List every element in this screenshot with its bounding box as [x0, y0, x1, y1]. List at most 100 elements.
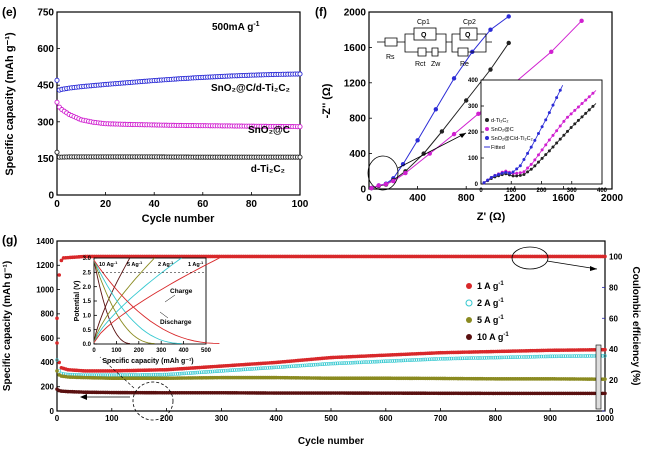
- zoom-ellipse: [367, 155, 399, 191]
- panel-g-series-2-point: [250, 367, 254, 371]
- panel-g-series-2-point: [519, 355, 524, 359]
- panel-g-series-2-point: [366, 360, 371, 364]
- panel-g-series-2-point: [169, 372, 173, 377]
- panel-g-series-2-point: [440, 356, 445, 361]
- panel-g-series-2-point: [232, 368, 237, 372]
- legend-marker-2A: [465, 299, 473, 307]
- panel-f-xtick-label-2: 800: [458, 193, 475, 204]
- panel-f-series-1-point: [488, 67, 493, 72]
- panel-g-series-2-point: [392, 359, 397, 363]
- panel-g-series-2-point: [537, 354, 542, 359]
- panel-g-series-2-point: [274, 365, 279, 370]
- panel-g-xtick-label-10: 1000: [596, 414, 614, 423]
- panel-g-series-2-point: [193, 370, 197, 375]
- panel-g-series-2-point: [270, 365, 274, 370]
- panel-g-series-2-point: [552, 354, 557, 359]
- panel-g-series-2-point: [202, 370, 206, 374]
- panel-g-series-2-point: [544, 354, 548, 359]
- panel-g-series-2-point: [213, 369, 217, 374]
- panel-f-inset-point-0: [587, 108, 591, 112]
- panel-g-series-2-point: [471, 356, 476, 360]
- panel-f-series-2-point: [403, 170, 408, 176]
- panel-g-xtick-label-3: 300: [215, 414, 229, 423]
- panel-f-inset-point-0: [566, 129, 570, 133]
- panel-f-inset-point-2: [533, 138, 537, 142]
- panel-g-series-2-point: [239, 367, 243, 372]
- panel-f-inset-point-1: [544, 143, 548, 147]
- panel-g-series-2-point: [217, 369, 222, 373]
- panel-f-series-2-point: [579, 18, 584, 24]
- panel-g-series-0-point: [603, 254, 607, 259]
- dashed-link-line: [99, 356, 135, 389]
- panel-g-series-2-point: [506, 355, 511, 360]
- panel-f-series-2-point: [476, 111, 481, 116]
- panel-f-inset-legend: d-Ti₂C₂ SnO₂@C SnO₂@C/d-Ti₂C₂ Fitted: [484, 118, 533, 151]
- panel-g-series-2-point: [500, 355, 504, 360]
- panel-g-xtick-label-1: 100: [105, 414, 119, 423]
- panel-g-series-2-point: [265, 366, 270, 370]
- panel-g-series-2-point: [259, 366, 263, 371]
- panel-g-y2tick-label-2: 40: [609, 345, 618, 354]
- panel-f-inset-point-1: [522, 170, 526, 174]
- panel-f-series-2-point: [369, 185, 374, 191]
- panel-e-current: 500mA g-1: [212, 21, 260, 33]
- panel-g-inset-ytick-label-5: 2.5: [83, 270, 92, 276]
- panel-f-series-2-point: [376, 183, 381, 188]
- panel-f-inset-point-1: [562, 119, 566, 123]
- panel-g-series-2-point: [147, 372, 151, 377]
- panel-e-ytick-label-4: 600: [37, 44, 54, 55]
- panel-e-series-label-0: SnO₂@C/d-Ti₂C₂: [211, 83, 290, 94]
- legend-marker-1A: [466, 283, 472, 289]
- panel-g-series-2-point: [55, 358, 59, 362]
- panel-g-series-4-point: [603, 391, 607, 396]
- panel-g-series-2-point: [344, 361, 349, 365]
- panel-f-inset-point-0: [562, 133, 566, 137]
- circuit-label-q2: Q: [465, 32, 471, 39]
- panel-f-inset-point-2: [526, 151, 530, 155]
- panel-g-series-2-point: [508, 355, 513, 360]
- panel-g-series-2-point: [414, 358, 419, 362]
- panel-f-xtick-label-1: 400: [409, 193, 426, 204]
- panel-e-xtick-label-1: 20: [100, 199, 112, 210]
- panel-f-inset-marks: [482, 85, 597, 185]
- panel-g-inset-frame: [93, 257, 207, 345]
- panel-g-series-2-point: [221, 368, 226, 373]
- panel-g-series-2-point: [182, 371, 186, 376]
- panel-g-series-2-point: [348, 360, 353, 365]
- panel-g-xtick-label-2: 200: [160, 414, 174, 423]
- panel-g-series-2-point: [550, 354, 555, 359]
- panel-f-inset-ytick-label-0: 0: [475, 182, 479, 188]
- panel-f-inset-point-2: [547, 111, 551, 115]
- panel-g-series-2-point: [504, 355, 509, 360]
- panel-e-ytick-label-5: 750: [37, 8, 54, 19]
- panel-e-series-2-point: [297, 154, 303, 160]
- panel-f-series-1-point: [506, 40, 511, 46]
- panel-g-series-2-point: [368, 360, 373, 364]
- panel-g-series-2-point: [142, 373, 147, 377]
- panel-f-inset-point-1: [569, 112, 573, 116]
- panel-g-inset-y-ticks: 0.0 0.5 1.0 1.5 2.0 2.5 3.0: [83, 256, 97, 348]
- panel-g-series-2-point: [359, 360, 364, 365]
- panel-f-inset-point-2: [558, 88, 562, 92]
- circuit-label-cp2: Cp2: [463, 19, 476, 26]
- dashed-ellipse: [132, 381, 174, 421]
- panel-e-xlabel: Cycle number: [142, 213, 215, 225]
- panel-g-series-2-point: [585, 354, 590, 358]
- panel-g-ytick-label-4: 800: [41, 310, 55, 319]
- panel-e: 0 20 40 60 80 100 0 150 300 450 600 750 (e) 500mA …: [2, 5, 309, 225]
- inset-legend-2: SnO₂@C/d-Ti₂C₂: [491, 136, 533, 142]
- panel-g-series-2-point: [576, 354, 581, 358]
- inset-discharge-pointer: [159, 311, 169, 319]
- panel-g-series-2-point: [473, 356, 478, 360]
- panel-g-x-ticks: 0 100 200 300 400 500 600 700 800 900 1000: [55, 408, 614, 423]
- panel-g-series-2-point: [313, 362, 318, 367]
- panel-g-ytick-label-1: 200: [41, 383, 55, 392]
- panel-f-inset-point-0: [544, 153, 548, 157]
- panel-e-x-ticks: 0 20 40 60 80 100: [54, 192, 309, 210]
- panel-g-series-2-point: [263, 366, 268, 370]
- panel-g-series-2-point: [160, 372, 165, 377]
- panel-f-inset-point-0: [511, 174, 515, 178]
- panel-g-xtick-label-7: 700: [434, 414, 448, 423]
- panel-g-inset-marks: [93, 257, 220, 344]
- panel-g-inset-ytick-label-2: 1.0: [83, 313, 92, 319]
